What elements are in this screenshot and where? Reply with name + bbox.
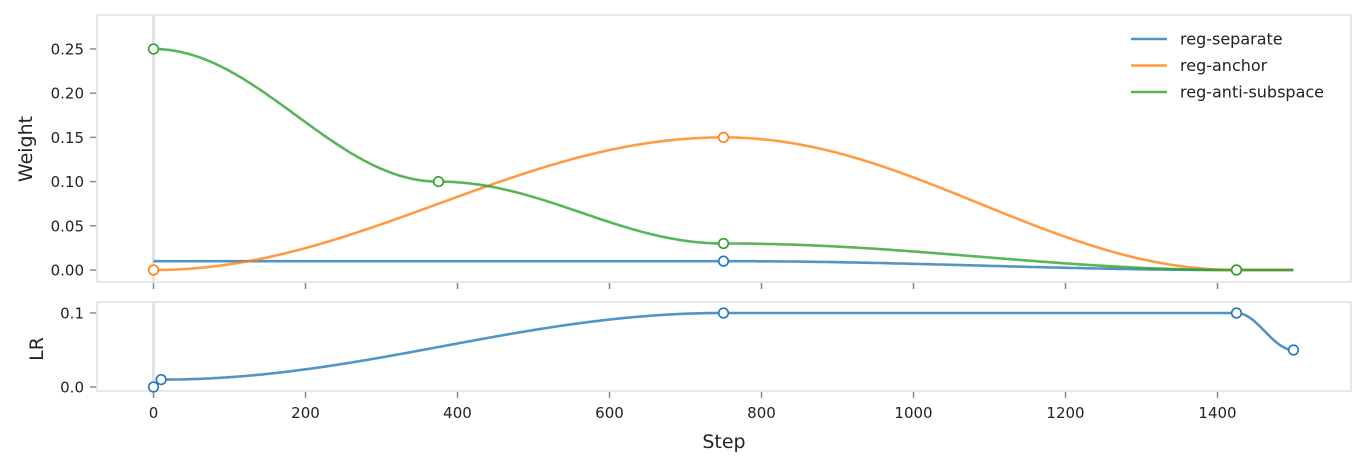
weight-marker: [147, 43, 160, 55]
weight-marker: [717, 131, 730, 143]
weight-marker: [717, 255, 730, 267]
bottom-plot-frame: [96, 301, 1352, 392]
lr-marker: [155, 374, 167, 386]
lr-marker: [1287, 344, 1300, 356]
weight-marker: [717, 237, 730, 250]
weight-axis-label: Weight: [15, 116, 37, 182]
y-tick-label: 0.15: [51, 129, 84, 147]
y-tick-label: 0.00: [51, 262, 84, 280]
lr-line-0: [152, 311, 1294, 389]
weight-line-2: [153, 47, 1294, 272]
top-plot-frame: [96, 14, 1352, 283]
x-tick-label: 1000: [894, 404, 932, 422]
x-tick-label: 1200: [1046, 404, 1084, 422]
lr-marker: [147, 381, 160, 393]
x-tick-label: 1400: [1198, 404, 1236, 422]
weight-marker: [432, 176, 445, 188]
lr-marker: [1230, 307, 1243, 319]
y-tick-label: 0.05: [51, 217, 84, 235]
y-tick-label: 0.1: [60, 305, 84, 323]
y-tick-label: 0.25: [51, 41, 84, 59]
legend-label: reg-anchor: [1180, 56, 1268, 75]
x-tick-label: 800: [747, 404, 776, 422]
y-tick-label: 0.0: [60, 379, 84, 397]
x-tick-label: 400: [443, 404, 472, 422]
x-tick-label: 200: [291, 404, 320, 422]
legend: reg-separate reg-anchor reg-anti-subspace: [1131, 30, 1324, 102]
lr-marker: [717, 307, 730, 319]
y-tick-label: 0.20: [51, 85, 84, 103]
weight-line-1: [153, 136, 1294, 272]
x-tick-label: 0: [149, 404, 159, 422]
legend-label: reg-anti-subspace: [1180, 83, 1324, 102]
weight-marker: [1230, 264, 1243, 276]
lr-axis-label: LR: [26, 337, 48, 361]
step-axis-label: Step: [702, 431, 745, 453]
weight-marker: [147, 264, 160, 276]
x-tick-label: 600: [595, 404, 624, 422]
legend-label: reg-separate: [1180, 30, 1283, 49]
y-tick-label: 0.10: [51, 173, 84, 191]
